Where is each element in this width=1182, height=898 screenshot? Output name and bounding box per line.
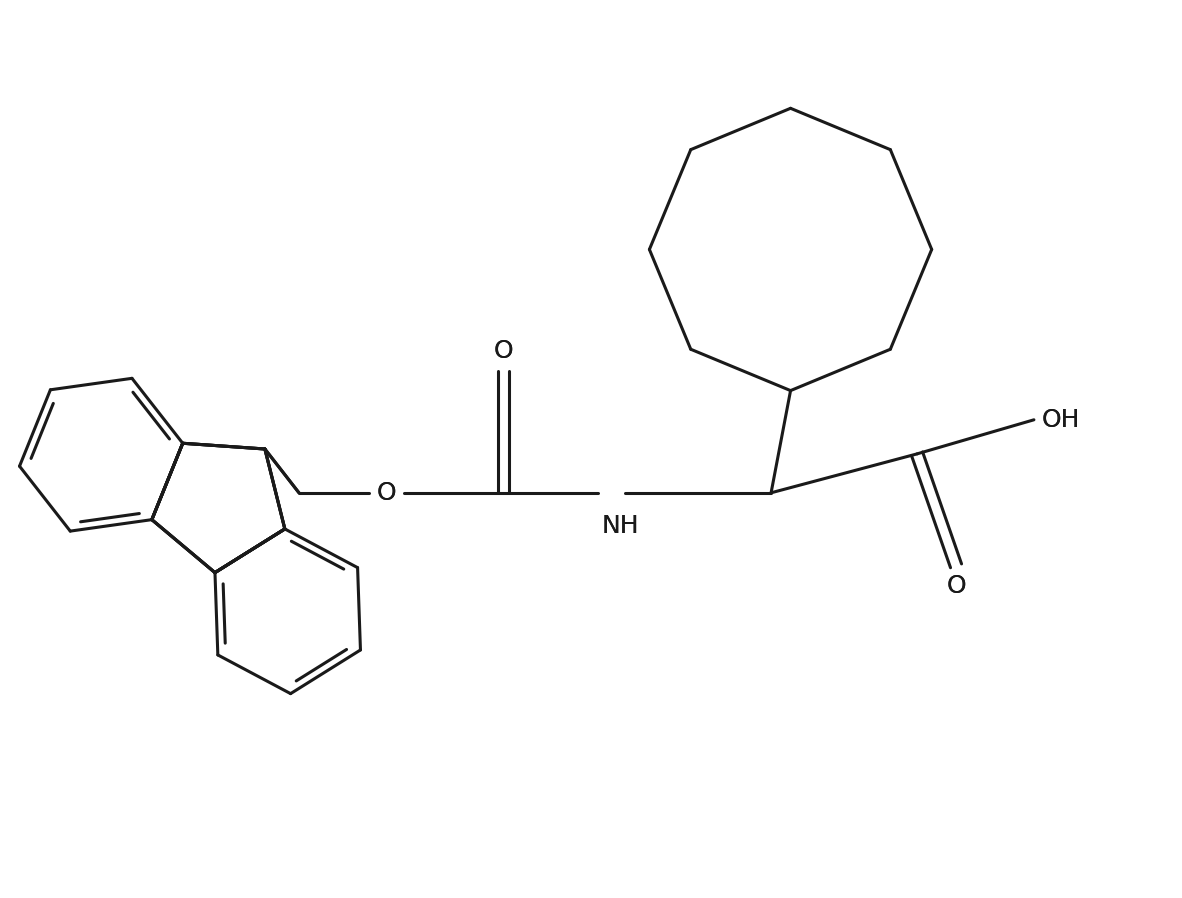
Text: NH: NH: [602, 515, 639, 538]
Text: NH: NH: [602, 515, 639, 538]
Text: OH: OH: [1041, 408, 1080, 432]
Text: O: O: [494, 339, 513, 364]
Text: O: O: [494, 339, 513, 364]
Text: OH: OH: [1041, 408, 1080, 432]
Text: O: O: [377, 480, 396, 505]
Text: O: O: [377, 480, 396, 505]
Text: O: O: [947, 574, 966, 597]
Text: O: O: [947, 574, 966, 597]
